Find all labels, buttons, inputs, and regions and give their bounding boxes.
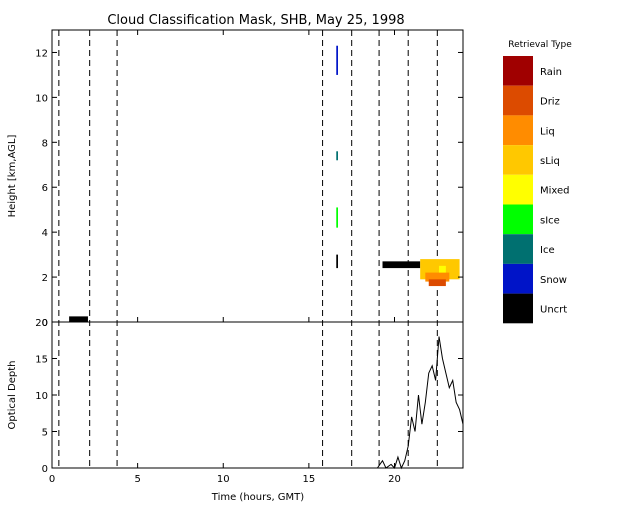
legend-label: Rain <box>540 67 562 78</box>
mask-y-tick-label: 4 <box>42 228 48 239</box>
cloud-mask-cell <box>69 316 88 322</box>
optical-depth-series-line <box>376 336 464 470</box>
legend-label: Ice <box>540 245 555 256</box>
mask-y-tick-label: 0 <box>42 318 48 329</box>
legend-swatch <box>503 145 533 175</box>
optical-depth-plot <box>376 336 464 470</box>
legend-swatch <box>503 263 533 294</box>
mask-panel-frame <box>51 29 464 323</box>
legend-swatch <box>503 204 533 235</box>
time-x-tick-label: 0 <box>49 474 55 485</box>
time-x-tick-label: 20 <box>388 474 401 485</box>
legend-title: Retrieval Type <box>508 40 572 50</box>
optical-depth-y-axis-ticks: 0 5 10 15 20 <box>35 318 463 475</box>
optical-depth-y-tick-label: 10 <box>35 391 48 402</box>
cloud-mask-cell <box>425 272 450 282</box>
cloud-mask-plot <box>69 45 460 322</box>
cloud-mask-cell <box>336 151 338 161</box>
optical-depth-y-tick-label: 15 <box>35 355 48 366</box>
cloud-mask-cell <box>336 254 338 269</box>
mask-y-axis-label: Height [km,AGL] <box>7 135 18 218</box>
optical-depth-y-tick-label: 5 <box>42 428 48 439</box>
retrieval-type-legend: Retrieval Type Rain Driz Liq sLiq Mixed sIce I… <box>503 40 572 324</box>
mask-y-tick-label: 2 <box>42 273 48 284</box>
mask-y-tick-label: 6 <box>42 183 48 194</box>
legend-label: Driz <box>540 97 560 108</box>
cloud-mask-cell <box>439 265 446 273</box>
cloud-mask-cell <box>336 207 338 228</box>
legend-swatch <box>503 85 533 116</box>
mask-y-axis-ticks: 0 2 4 6 8 10 12 <box>35 48 463 329</box>
mask-y-tick-label: 8 <box>42 138 48 149</box>
legend-swatch <box>503 56 533 86</box>
time-x-tick-label: 15 <box>303 474 316 485</box>
legend-swatch <box>503 115 533 146</box>
optical-depth-y-axis-label: Optical Depth <box>7 361 18 430</box>
legend-swatch <box>503 174 533 205</box>
cloud-mask-cell <box>382 261 421 269</box>
legend-label: Liq <box>540 126 555 137</box>
chart-title: Cloud Classification Mask, SHB, May 25, … <box>107 13 404 28</box>
cloud-mask-cell <box>336 45 338 75</box>
legend-label: sLiq <box>540 156 560 167</box>
legend-swatch <box>503 234 533 264</box>
cloud-mask-cell <box>428 279 446 287</box>
legend-label: Uncrt <box>540 304 567 315</box>
legend-label: Snow <box>540 275 567 286</box>
time-x-tick-label: 5 <box>134 474 140 485</box>
legend-swatch <box>503 293 533 324</box>
legend-label: Mixed <box>540 186 570 197</box>
mask-y-tick-label: 12 <box>35 48 48 59</box>
optical-depth-panel-frame <box>51 321 464 469</box>
event-markers <box>58 30 438 468</box>
time-x-tick-label: 10 <box>217 474 230 485</box>
optical-depth-y-tick-label: 0 <box>42 464 48 475</box>
mask-y-tick-label: 10 <box>35 93 48 104</box>
time-x-axis-label: Time (hours, GMT) <box>211 492 305 503</box>
time-x-axis-ticks: 0 5 10 15 20 <box>49 30 401 485</box>
legend-label: sIce <box>540 215 560 226</box>
optical-depth-y-tick-label: 20 <box>35 318 48 329</box>
